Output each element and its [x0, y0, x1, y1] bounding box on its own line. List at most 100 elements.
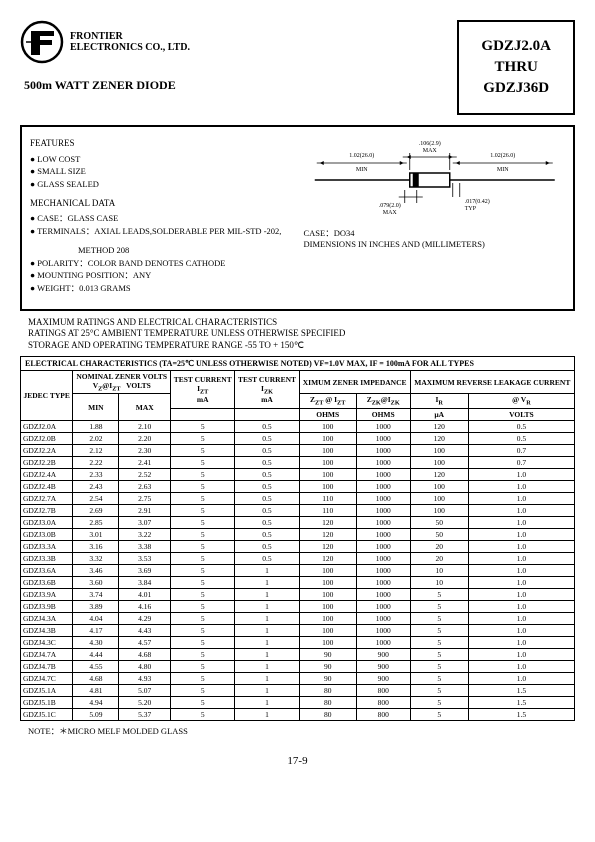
th-leakage: MAXIMUM REVERSE LEAKAGE CURRENT — [410, 370, 574, 394]
table-cell: 5 — [410, 648, 468, 660]
table-cell: 50 — [410, 528, 468, 540]
table-cell: 5 — [171, 516, 235, 528]
table-cell: 1000 — [356, 612, 410, 624]
feature-item: GLASS SEALED — [30, 178, 292, 191]
table-cell: 1 — [235, 648, 299, 660]
table-cell: 5 — [171, 588, 235, 600]
table-cell: 80 — [299, 708, 356, 720]
table-cell: 5 — [171, 444, 235, 456]
table-row: GDZJ4.3C4.304.5751100100051.0 — [21, 636, 575, 648]
mech-case: CASE：GLASS CASE — [30, 212, 292, 225]
table-cell: 4.30 — [73, 636, 119, 648]
table-cell: 0.5 — [235, 420, 299, 432]
table-cell: 0.5 — [235, 540, 299, 552]
table-cell: 1000 — [356, 468, 410, 480]
svg-text:TYP: TYP — [464, 206, 476, 212]
th-ohms2: OHMS — [356, 408, 410, 420]
table-cell: 3.01 — [73, 528, 119, 540]
dims-label: DIMENSIONS IN INCHES AND (MILLIMETERS) — [304, 239, 485, 249]
table-cell: 1.5 — [468, 708, 574, 720]
table-cell: 100 — [299, 600, 356, 612]
table-cell: 120 — [410, 420, 468, 432]
company-logo-icon — [20, 20, 64, 64]
table-cell: GDZJ2.7B — [21, 504, 73, 516]
mech-polarity: POLARITY：COLOR BAND DENOTES CATHODE — [30, 257, 292, 270]
table-cell: 100 — [410, 480, 468, 492]
table-cell: 4.68 — [73, 672, 119, 684]
table-cell: 1.5 — [468, 696, 574, 708]
diagram-labels: CASE：DO34 DIMENSIONS IN INCHES AND (MILL… — [304, 227, 566, 249]
table-row: GDZJ3.0B3.013.2250.51201000501.0 — [21, 528, 575, 540]
table-cell: GDZJ3.6A — [21, 564, 73, 576]
table-cell: 100 — [410, 492, 468, 504]
table-row: GDZJ5.1C5.095.37518080051.5 — [21, 708, 575, 720]
table-cell: 5 — [171, 636, 235, 648]
th-nominal: NOMINAL ZENER VOLTSVZ@IZT VOLTS — [73, 370, 171, 394]
table-cell: 100 — [299, 576, 356, 588]
table-cell: 2.33 — [73, 468, 119, 480]
table-cell: 1.0 — [468, 648, 574, 660]
header-left: FRONTIER ELECTRONICS CO., LTD. 500m WATT… — [20, 20, 190, 93]
table-cell: GDZJ2.0B — [21, 432, 73, 444]
table-cell: 1 — [235, 636, 299, 648]
table-cell: 100 — [299, 564, 356, 576]
table-cell: 2.30 — [119, 444, 171, 456]
table-cell: GDZJ4.7C — [21, 672, 73, 684]
table-cell: 900 — [356, 672, 410, 684]
table-cell: 5 — [171, 540, 235, 552]
table-cell: GDZJ4.3C — [21, 636, 73, 648]
table-cell: 5 — [171, 552, 235, 564]
table-cell: 100 — [299, 420, 356, 432]
table-cell: 5 — [410, 660, 468, 672]
table-cell: 3.38 — [119, 540, 171, 552]
table-cell: 1000 — [356, 480, 410, 492]
th-izt-blank — [171, 408, 235, 420]
ratings-line1: MAXIMUM RATINGS AND ELECTRICAL CHARACTER… — [28, 317, 575, 329]
table-cell: 5 — [171, 468, 235, 480]
table-cell: 1 — [235, 672, 299, 684]
table-cell: 3.53 — [119, 552, 171, 564]
table-cell: GDZJ2.4B — [21, 480, 73, 492]
table-cell: 4.68 — [119, 648, 171, 660]
table-cell: 5 — [171, 696, 235, 708]
table-cell: 1000 — [356, 528, 410, 540]
table-cell: 100 — [299, 612, 356, 624]
mechanical-list2: POLARITY：COLOR BAND DENOTES CATHODE MOUN… — [30, 257, 292, 295]
table-cell: 0.5 — [235, 444, 299, 456]
svg-text:MIN: MIN — [355, 167, 367, 173]
table-cell: 0.5 — [235, 480, 299, 492]
table-cell: 1.0 — [468, 540, 574, 552]
table-cell: 5 — [171, 504, 235, 516]
table-row: GDZJ3.6B3.603.84511001000101.0 — [21, 576, 575, 588]
mech-mounting: MOUNTING POSITION：ANY — [30, 269, 292, 282]
table-cell: 1 — [235, 660, 299, 672]
table-cell: GDZJ4.7A — [21, 648, 73, 660]
table-cell: GDZJ2.0A — [21, 420, 73, 432]
table-cell: 1 — [235, 588, 299, 600]
table-cell: 4.29 — [119, 612, 171, 624]
table-cell: 4.01 — [119, 588, 171, 600]
table-cell: 5 — [171, 456, 235, 468]
table-cell: GDZJ2.2B — [21, 456, 73, 468]
table-cell: 100 — [299, 636, 356, 648]
table-cell: GDZJ2.7A — [21, 492, 73, 504]
table-cell: 4.44 — [73, 648, 119, 660]
th-zzk: ZZK@IZK — [356, 394, 410, 409]
table-cell: 50 — [410, 516, 468, 528]
table-cell: 20 — [410, 552, 468, 564]
part-line1: GDZJ2.0A — [481, 36, 551, 57]
table-cell: 0.5 — [468, 432, 574, 444]
table-cell: 2.10 — [119, 420, 171, 432]
table-cell: 100 — [299, 432, 356, 444]
page-header: FRONTIER ELECTRONICS CO., LTD. 500m WATT… — [20, 20, 575, 115]
mech-weight: WEIGHT：0.013 GRAMS — [30, 282, 292, 295]
table-cell: 5 — [171, 672, 235, 684]
table-row: GDZJ3.3B3.323.5350.51201000201.0 — [21, 552, 575, 564]
table-cell: 3.07 — [119, 516, 171, 528]
table-cell: 3.74 — [73, 588, 119, 600]
table-cell: 5 — [171, 684, 235, 696]
table-cell: 5 — [171, 564, 235, 576]
table-cell: 0.5 — [468, 420, 574, 432]
table-cell: 1000 — [356, 432, 410, 444]
table-cell: 80 — [299, 684, 356, 696]
